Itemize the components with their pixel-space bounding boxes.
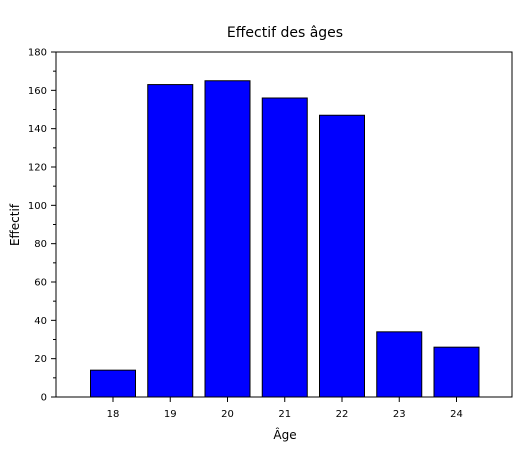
y-axis-label: Effectif xyxy=(8,203,22,246)
x-axis-label: Âge xyxy=(273,427,296,442)
x-tick-label: 21 xyxy=(278,409,291,420)
chart-title: Effectif des âges xyxy=(227,25,343,41)
y-tick-label: 100 xyxy=(28,201,47,212)
y-tick-label: 120 xyxy=(28,163,47,174)
bar-18 xyxy=(90,369,136,398)
y-tick-label: 160 xyxy=(28,86,47,97)
bar-20 xyxy=(204,80,251,398)
y-tick-label: 140 xyxy=(28,124,47,135)
bar-19 xyxy=(147,84,194,398)
x-tick-label: 20 xyxy=(221,409,234,420)
x-tick-label: 22 xyxy=(336,409,349,420)
bar-21 xyxy=(261,97,308,398)
y-tick-label: 0 xyxy=(41,393,47,404)
x-tick-label: 24 xyxy=(450,409,463,420)
x-axis-ticks: 18 19 20 21 22 23 24 xyxy=(107,397,463,420)
x-tick-label: 19 xyxy=(164,409,177,420)
y-tick-label: 180 xyxy=(28,48,47,59)
x-tick-label: 18 xyxy=(107,409,120,420)
bar-23 xyxy=(376,331,423,398)
y-axis-ticks: 0 20 40 60 80 100 120 140 160 180 xyxy=(28,48,56,404)
y-tick-label: 20 xyxy=(34,354,47,365)
x-tick-label: 23 xyxy=(393,409,406,420)
bars-layer xyxy=(90,80,480,398)
y-tick-label: 80 xyxy=(34,239,47,250)
y-tick-label: 40 xyxy=(34,316,47,327)
bar-24 xyxy=(433,346,480,398)
bar-22 xyxy=(319,114,365,398)
y-tick-label: 60 xyxy=(34,278,47,289)
